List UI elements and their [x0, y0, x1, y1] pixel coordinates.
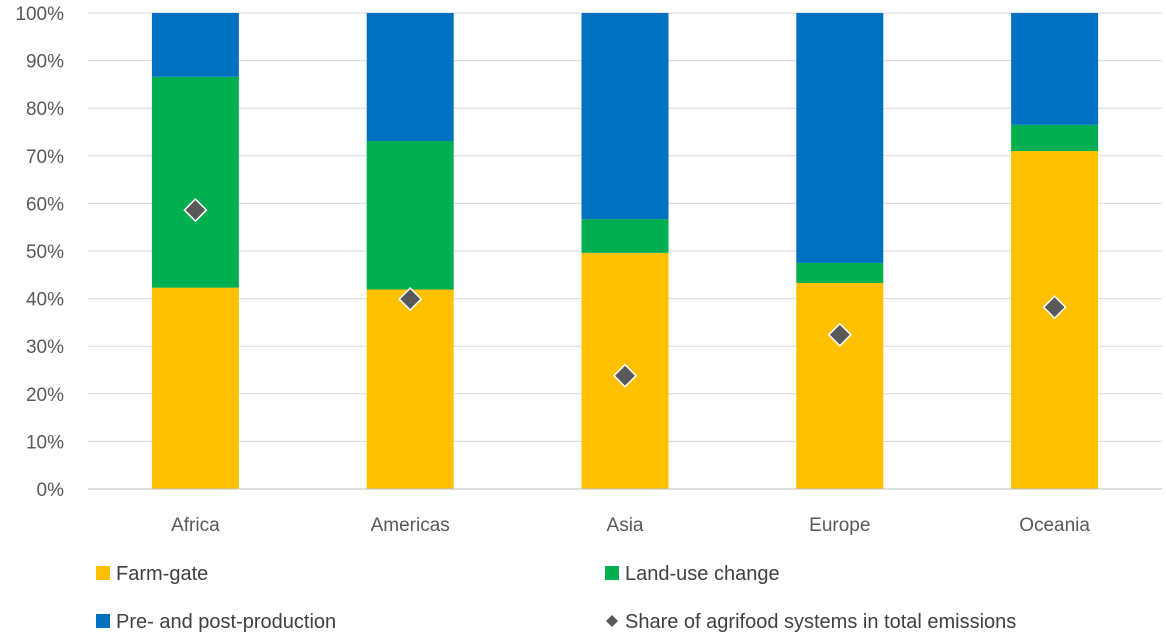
legend-swatch [605, 566, 619, 580]
bar-americas-land-use-change [366, 141, 454, 290]
x-tick-label-asia: Asia [607, 515, 644, 536]
bar-europe-pre-and-post-production [796, 13, 884, 263]
bar-americas-farm-gate [366, 289, 454, 489]
y-tick-label: 30% [26, 337, 64, 358]
legend-label: Land-use change [625, 563, 780, 585]
legend-item-share-of-agrifood-systems-in-total-emissions: Share of agrifood systems in total emiss… [606, 611, 1016, 633]
legend-diamond-icon [606, 615, 618, 627]
bar-americas-pre-and-post-production [366, 13, 454, 142]
bar-africa-farm-gate [151, 287, 239, 489]
y-tick-label: 90% [26, 52, 64, 73]
legend-item-land-use-change: Land-use change [605, 563, 780, 585]
legend: Farm-gate Land-use change Pre- and post-pr… [96, 563, 1016, 633]
legend-label: Share of agrifood systems in total emiss… [625, 611, 1016, 633]
marker-oceania [1042, 295, 1067, 320]
y-tick-label: 20% [26, 385, 64, 406]
y-tick-label: 50% [26, 242, 64, 263]
y-tick-label: 60% [26, 194, 64, 215]
bar-asia-land-use-change [581, 219, 669, 253]
x-axis-tick-labels: Africa Americas Asia Europe Oceania [171, 515, 1090, 536]
x-tick-label-oceania: Oceania [1019, 515, 1090, 536]
x-tick-label-americas: Americas [371, 515, 450, 536]
y-tick-label: 40% [26, 290, 64, 311]
bar-africa-land-use-change [151, 76, 239, 288]
y-tick-label: 10% [26, 432, 64, 453]
x-tick-label-europe: Europe [809, 515, 870, 536]
y-tick-label: 100% [15, 4, 64, 25]
bar-oceania-land-use-change [1011, 124, 1099, 152]
bar-africa-pre-and-post-production [151, 13, 239, 77]
legend-item-farm-gate: Farm-gate [96, 563, 208, 585]
legend-label: Farm-gate [116, 563, 208, 585]
legend-item-pre-and-post-production: Pre- and post-production [96, 611, 336, 633]
y-tick-label: 80% [26, 99, 64, 120]
bars [151, 13, 1099, 490]
bar-asia-pre-and-post-production [581, 13, 669, 220]
bar-oceania-farm-gate [1011, 151, 1099, 490]
marker-americas [398, 287, 423, 312]
bar-europe-farm-gate [796, 282, 884, 489]
legend-swatch [96, 614, 110, 628]
marker-africa [183, 198, 208, 223]
bar-europe-land-use-change [796, 262, 884, 283]
y-axis-tick-labels: 0% 10% 20% 30% 40% 50% 60% 70% 80% 90% 100% [15, 4, 64, 501]
legend-swatch [96, 566, 110, 580]
y-tick-label: 0% [37, 480, 65, 501]
share-markers [183, 198, 1067, 388]
legend-label: Pre- and post-production [116, 611, 336, 633]
y-tick-label: 70% [26, 147, 64, 168]
marker-europe [827, 322, 852, 347]
marker-asia [612, 363, 638, 388]
x-tick-label-africa: Africa [171, 515, 220, 536]
bar-oceania-pre-and-post-production [1011, 13, 1099, 125]
